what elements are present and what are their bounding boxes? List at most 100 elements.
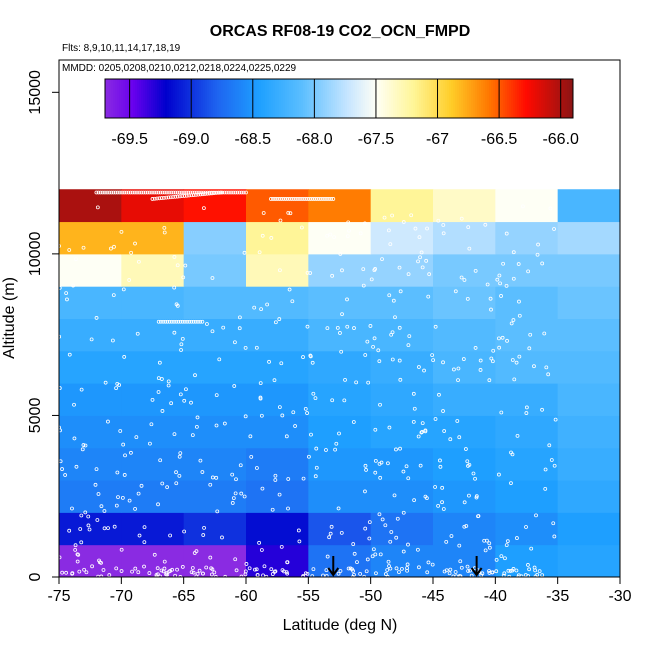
colorbar-swatch [401, 79, 404, 118]
track-point [231, 496, 236, 500]
heatmap-cell [59, 286, 122, 319]
heatmap-cell [433, 512, 496, 546]
track-point [423, 429, 428, 434]
track-point [552, 463, 557, 468]
track-point [150, 197, 155, 201]
colorbar-swatch [567, 79, 570, 118]
track-point [148, 441, 152, 446]
colorbar-tick-label: -69.5 [111, 131, 148, 148]
track-point [401, 549, 406, 554]
track-point [367, 536, 372, 541]
colorbar-swatch [311, 79, 314, 118]
track-point [453, 289, 458, 294]
colorbar-swatch [203, 79, 206, 118]
colorbar-swatch [495, 79, 498, 118]
x-axis-label: Latitude (deg N) [283, 617, 398, 634]
track-point [84, 570, 89, 575]
track-point [413, 226, 418, 231]
track-point [325, 326, 330, 330]
colorbar-tick-label: -68.5 [235, 131, 272, 148]
track-point [411, 391, 416, 396]
colorbar-swatch [569, 79, 572, 118]
track-point [526, 563, 530, 567]
track-point [285, 560, 290, 565]
track-point [417, 565, 421, 570]
heatmap-cell [495, 350, 559, 384]
track-point [180, 336, 185, 341]
colorbar-swatch [513, 79, 516, 118]
track-point [129, 450, 133, 455]
heatmap-cell [121, 415, 185, 449]
track-point [373, 470, 378, 475]
track-point [217, 357, 222, 362]
colorbar-swatch [201, 79, 204, 118]
colorbar-swatch [419, 79, 422, 118]
colorbar-swatch [147, 79, 150, 118]
heatmap-cell [370, 512, 434, 546]
track-point [363, 463, 368, 468]
track-point [391, 298, 396, 303]
colorbar-swatch [121, 79, 124, 118]
track-point [243, 414, 248, 419]
track-point [309, 432, 313, 437]
track-point [324, 448, 328, 452]
track-point [552, 534, 557, 539]
colorbar-tick-label: -66.0 [542, 131, 579, 148]
heatmap-cell [433, 544, 496, 578]
heatmap-cell [370, 221, 434, 255]
track-point [278, 218, 283, 223]
track-point [120, 495, 125, 500]
track-point [63, 473, 68, 477]
colorbar-swatch [449, 79, 452, 118]
track-point [389, 530, 394, 534]
arrow-marker [470, 556, 483, 577]
track-point [377, 359, 382, 364]
track-point [195, 571, 200, 576]
track-point [237, 326, 242, 331]
track-point [332, 235, 337, 240]
colorbar-swatch [123, 79, 126, 118]
track-point [212, 570, 217, 575]
x-tick-label: -75 [47, 588, 70, 605]
track-point [83, 510, 88, 515]
colorbar-swatch [415, 79, 418, 118]
colorbar-swatch [381, 79, 384, 118]
track-point [244, 562, 249, 566]
heatmap-cell [370, 480, 434, 513]
track-point [60, 570, 65, 575]
track-point [114, 503, 119, 508]
track-point [165, 319, 170, 324]
heatmap-cell [557, 415, 621, 449]
track-point [135, 331, 140, 336]
track-point [394, 566, 399, 571]
colorbar-swatch [125, 79, 128, 118]
track-point [255, 466, 259, 470]
track-point [370, 554, 375, 559]
track-point [103, 380, 108, 385]
track-point [158, 574, 163, 579]
colorbar-swatch [411, 79, 414, 118]
track-point [168, 533, 172, 538]
track-point [365, 339, 370, 344]
track-point [497, 336, 501, 341]
track-point [241, 190, 246, 195]
colorbar-swatch [163, 79, 166, 118]
track-point [175, 194, 180, 199]
heatmap-cell [246, 221, 309, 255]
track-point [495, 277, 500, 282]
colorbar-swatch [473, 79, 476, 118]
track-point [273, 197, 277, 201]
track-point [385, 568, 390, 572]
track-point [273, 473, 278, 478]
track-point [187, 193, 191, 198]
track-point [442, 429, 447, 433]
colorbar-swatch [129, 79, 132, 118]
track-point [392, 493, 397, 498]
track-point [120, 190, 124, 195]
track-point [500, 335, 505, 340]
track-point [441, 507, 446, 511]
track-point [159, 377, 164, 381]
heatmap-cell [121, 189, 185, 223]
colorbar-tick-label: -67 [426, 131, 449, 148]
track-point [307, 454, 311, 459]
